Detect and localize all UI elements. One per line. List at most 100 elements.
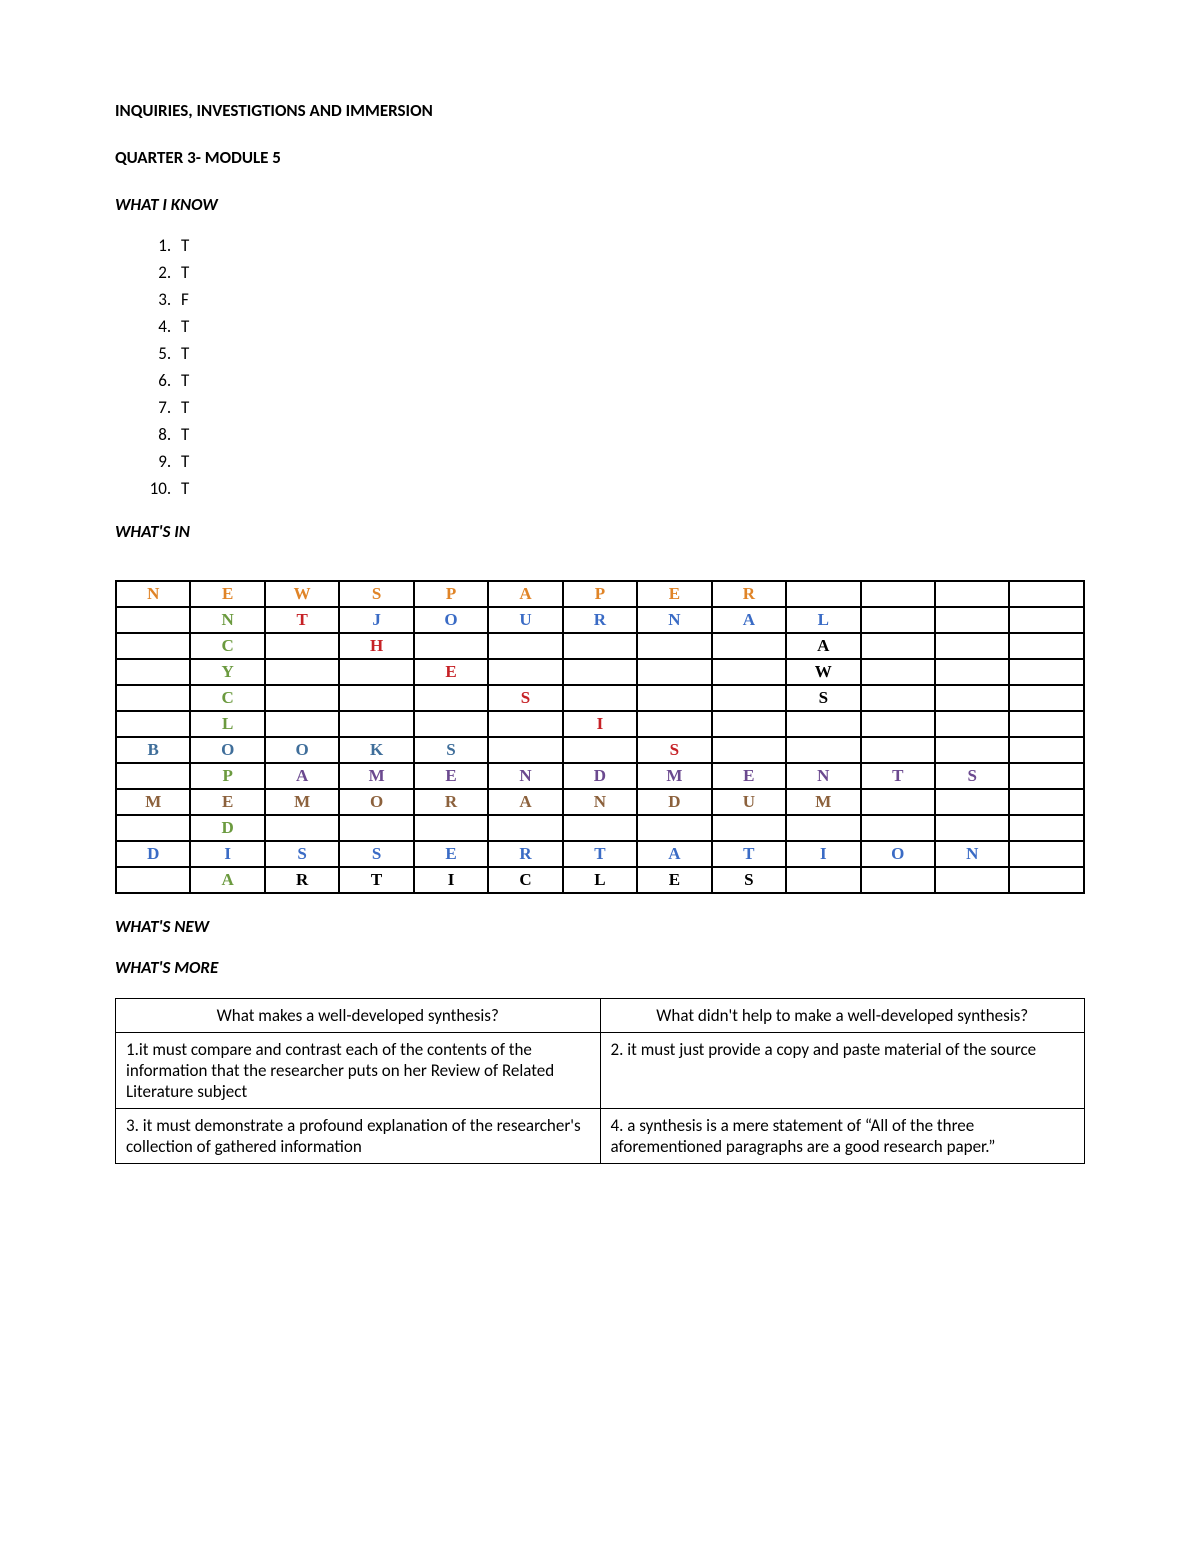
grid-cell: S — [488, 685, 562, 711]
grid-cell: O — [414, 607, 488, 633]
synth-header-2: What didn't help to make a well-develope… — [600, 999, 1085, 1033]
grid-cell — [786, 581, 860, 607]
grid-cell — [414, 711, 488, 737]
grid-cell: C — [190, 685, 264, 711]
grid-cell: Y — [190, 659, 264, 685]
grid-cell: D — [563, 763, 637, 789]
grid-cell — [1009, 841, 1084, 867]
grid-cell: N — [563, 789, 637, 815]
grid-cell — [786, 737, 860, 763]
grid-cell: N — [116, 581, 190, 607]
grid-cell — [786, 815, 860, 841]
grid-cell: I — [190, 841, 264, 867]
grid-cell: O — [265, 737, 339, 763]
grid-cell: J — [339, 607, 413, 633]
answers-list: TTFTTTTTTT — [155, 235, 1085, 499]
grid-cell — [935, 711, 1009, 737]
grid-cell: R — [563, 607, 637, 633]
grid-cell: T — [563, 841, 637, 867]
grid-cell — [1009, 581, 1084, 607]
grid-cell — [116, 659, 190, 685]
grid-cell: M — [786, 789, 860, 815]
grid-cell — [1009, 737, 1084, 763]
grid-cell — [935, 789, 1009, 815]
grid-cell — [488, 659, 562, 685]
section-whats-in: WHAT'S IN — [115, 521, 1085, 542]
grid-cell: M — [265, 789, 339, 815]
grid-cell: S — [414, 737, 488, 763]
grid-cell: D — [116, 841, 190, 867]
grid-cell: E — [190, 581, 264, 607]
grid-cell: I — [414, 867, 488, 893]
grid-cell — [116, 867, 190, 893]
grid-cell: O — [190, 737, 264, 763]
synth-cell-2-2: 4. a synthesis is a mere statement of “A… — [600, 1109, 1085, 1164]
grid-cell — [637, 633, 711, 659]
grid-cell — [712, 737, 786, 763]
grid-cell: A — [190, 867, 264, 893]
grid-cell: P — [190, 763, 264, 789]
grid-cell: M — [637, 763, 711, 789]
grid-cell: S — [339, 841, 413, 867]
grid-cell: T — [339, 867, 413, 893]
answer-item: T — [175, 343, 1085, 364]
section-what-i-know: WHAT I KNOW — [115, 194, 1085, 215]
grid-cell: I — [563, 711, 637, 737]
grid-cell: R — [414, 789, 488, 815]
section-whats-more: WHAT'S MORE — [115, 957, 1085, 978]
grid-cell: E — [190, 789, 264, 815]
grid-cell: E — [414, 763, 488, 789]
grid-cell: R — [712, 581, 786, 607]
grid-cell — [935, 607, 1009, 633]
grid-cell — [861, 711, 935, 737]
grid-cell — [339, 815, 413, 841]
grid-cell: U — [488, 607, 562, 633]
answer-item: T — [175, 370, 1085, 391]
grid-cell — [935, 685, 1009, 711]
grid-cell — [339, 711, 413, 737]
grid-cell — [563, 633, 637, 659]
grid-cell: K — [339, 737, 413, 763]
grid-cell: M — [116, 789, 190, 815]
grid-cell: E — [414, 841, 488, 867]
grid-cell: T — [265, 607, 339, 633]
grid-cell — [1009, 711, 1084, 737]
answer-item: T — [175, 478, 1085, 499]
grid-cell — [488, 711, 562, 737]
grid-cell: I — [786, 841, 860, 867]
grid-cell — [786, 711, 860, 737]
grid-cell: S — [265, 841, 339, 867]
grid-cell: H — [339, 633, 413, 659]
answer-item: T — [175, 262, 1085, 283]
grid-cell: N — [637, 607, 711, 633]
grid-cell — [712, 711, 786, 737]
grid-cell: A — [786, 633, 860, 659]
grid-cell: C — [190, 633, 264, 659]
grid-cell — [563, 659, 637, 685]
grid-cell — [414, 633, 488, 659]
answer-item: T — [175, 424, 1085, 445]
grid-cell: P — [414, 581, 488, 607]
grid-cell — [861, 685, 935, 711]
grid-cell — [488, 633, 562, 659]
grid-cell: W — [265, 581, 339, 607]
grid-cell — [1009, 763, 1084, 789]
grid-cell — [637, 685, 711, 711]
grid-cell — [935, 815, 1009, 841]
grid-cell: S — [935, 763, 1009, 789]
grid-cell — [339, 659, 413, 685]
word-grid-table: NEWSPAPERNTJOURNALCHAYEWCSSLIBOOKSSPAMEN… — [115, 580, 1085, 894]
answer-item: T — [175, 397, 1085, 418]
grid-cell: T — [861, 763, 935, 789]
grid-cell: E — [414, 659, 488, 685]
grid-cell — [563, 685, 637, 711]
section-whats-new: WHAT'S NEW — [115, 916, 1085, 937]
grid-cell: S — [637, 737, 711, 763]
grid-cell — [935, 633, 1009, 659]
grid-cell — [1009, 789, 1084, 815]
grid-cell: R — [265, 867, 339, 893]
answer-item: F — [175, 289, 1085, 310]
synth-cell-2-1: 3. it must demonstrate a profound explan… — [116, 1109, 601, 1164]
grid-cell — [116, 711, 190, 737]
grid-cell — [339, 685, 413, 711]
